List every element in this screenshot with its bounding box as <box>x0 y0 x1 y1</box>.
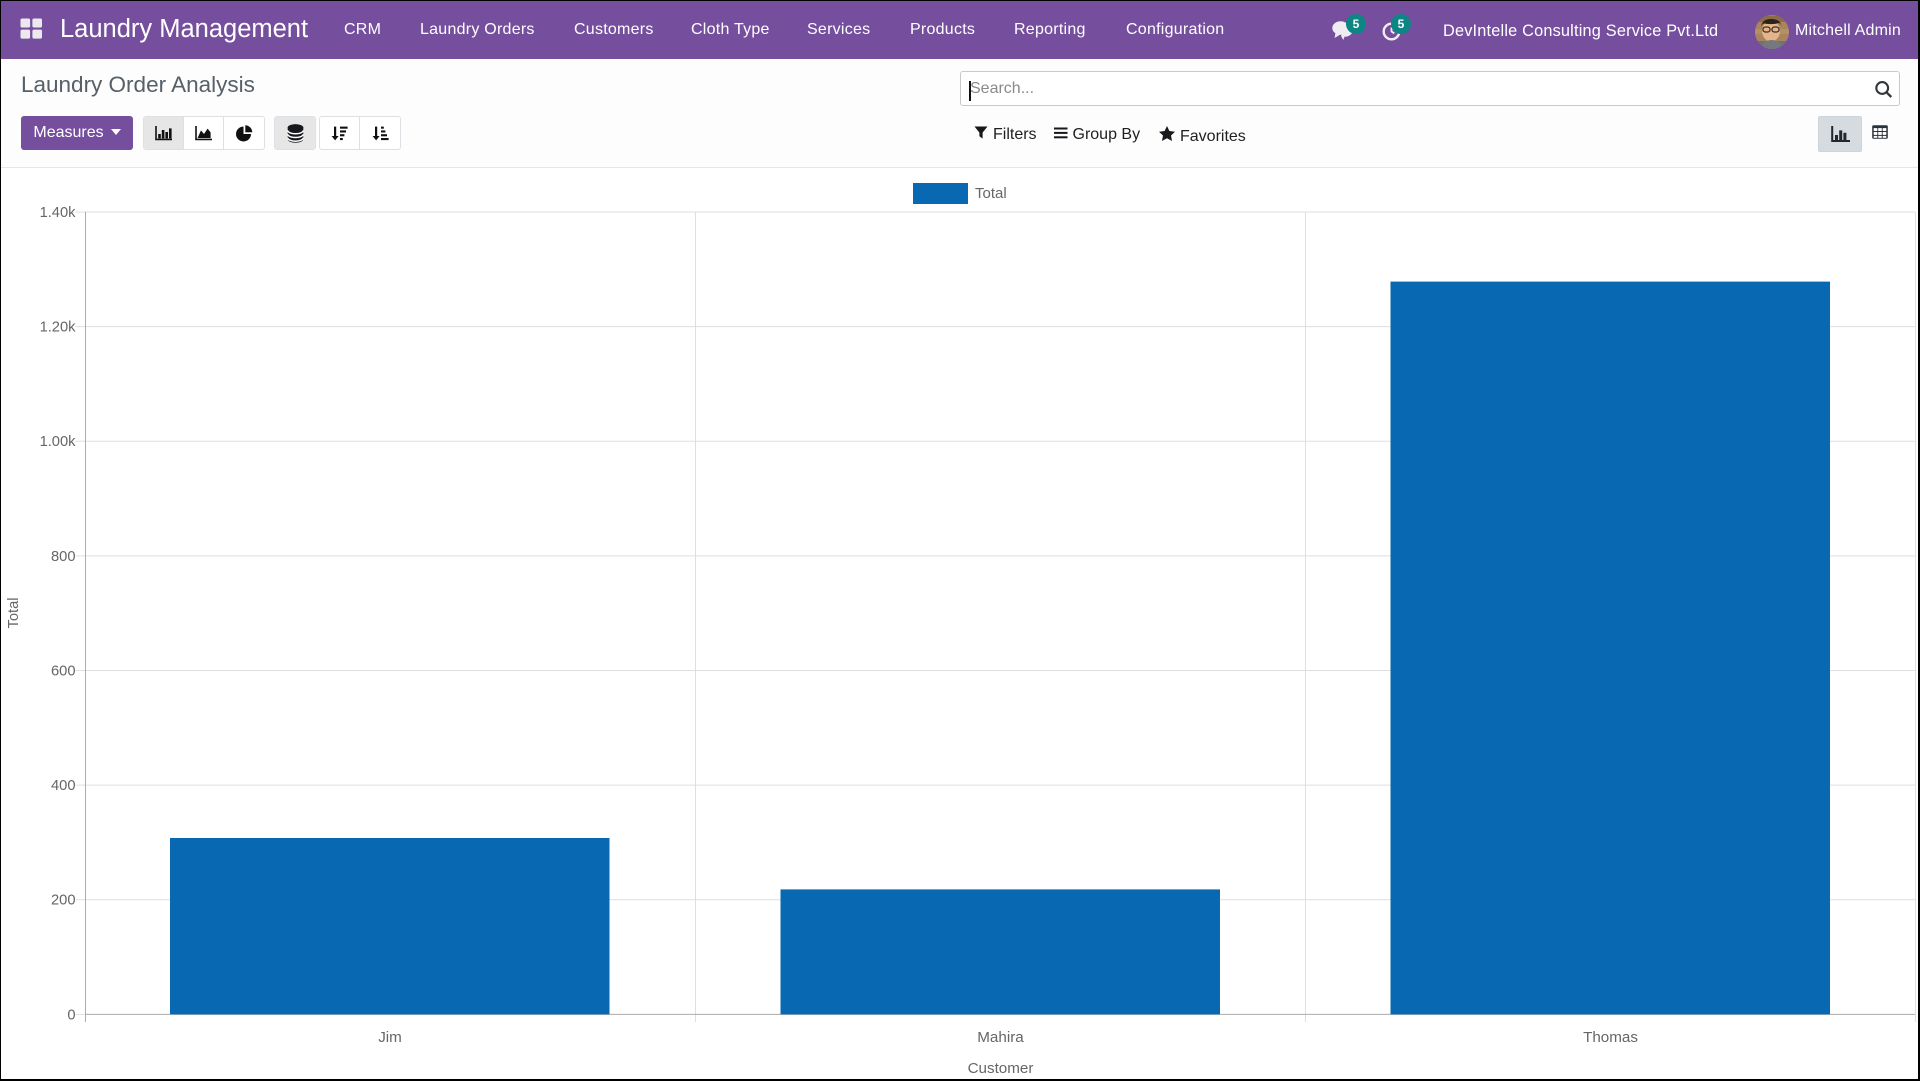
svg-text:Customer: Customer <box>968 1060 1034 1077</box>
svg-text:Jim: Jim <box>378 1029 402 1046</box>
svg-text:Mahira: Mahira <box>977 1029 1024 1046</box>
svg-text:Thomas: Thomas <box>1583 1029 1638 1046</box>
svg-text:800: 800 <box>51 549 76 565</box>
svg-text:200: 200 <box>51 893 76 909</box>
svg-text:400: 400 <box>51 778 76 794</box>
svg-text:1.00k: 1.00k <box>40 434 77 450</box>
svg-text:1.40k: 1.40k <box>40 205 77 221</box>
svg-text:Total: Total <box>6 597 22 628</box>
svg-text:0: 0 <box>67 1007 75 1023</box>
svg-text:Total: Total <box>975 185 1007 202</box>
svg-text:600: 600 <box>51 664 76 680</box>
svg-text:1.20k: 1.20k <box>40 320 77 336</box>
